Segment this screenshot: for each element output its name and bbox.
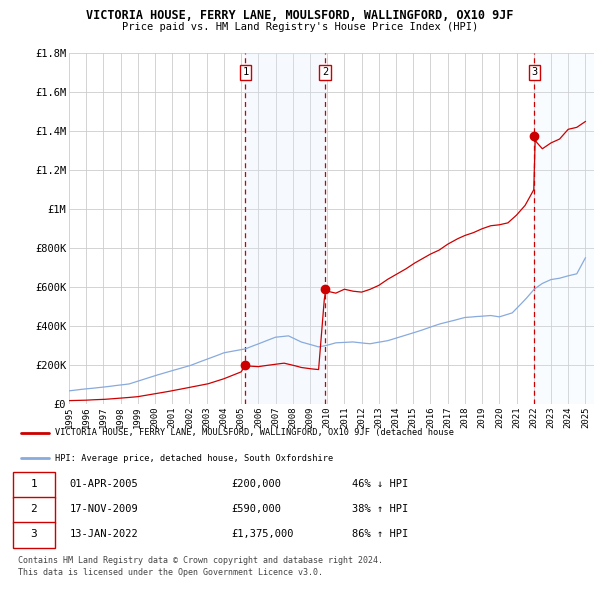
Text: 17-NOV-2009: 17-NOV-2009 xyxy=(70,504,139,514)
Text: 3: 3 xyxy=(532,67,538,77)
Text: £1,375,000: £1,375,000 xyxy=(231,529,293,539)
Text: 2: 2 xyxy=(322,67,328,77)
Text: Price paid vs. HM Land Registry's House Price Index (HPI): Price paid vs. HM Land Registry's House … xyxy=(122,22,478,32)
Bar xyxy=(245,53,325,404)
Text: VICTORIA HOUSE, FERRY LANE, MOULSFORD, WALLINGFORD, OX10 9JF: VICTORIA HOUSE, FERRY LANE, MOULSFORD, W… xyxy=(86,9,514,22)
Text: 38% ↑ HPI: 38% ↑ HPI xyxy=(352,504,408,514)
Text: £590,000: £590,000 xyxy=(231,504,281,514)
FancyBboxPatch shape xyxy=(13,497,55,523)
Text: Contains HM Land Registry data © Crown copyright and database right 2024.: Contains HM Land Registry data © Crown c… xyxy=(18,556,383,565)
Text: 1: 1 xyxy=(242,67,248,77)
Text: HPI: Average price, detached house, South Oxfordshire: HPI: Average price, detached house, Sout… xyxy=(55,454,334,463)
Text: This data is licensed under the Open Government Licence v3.0.: This data is licensed under the Open Gov… xyxy=(18,568,323,576)
FancyBboxPatch shape xyxy=(13,472,55,498)
Text: 01-APR-2005: 01-APR-2005 xyxy=(70,480,139,489)
FancyBboxPatch shape xyxy=(13,522,55,548)
Text: 46% ↓ HPI: 46% ↓ HPI xyxy=(352,480,408,489)
Text: 2: 2 xyxy=(31,504,37,514)
Text: 13-JAN-2022: 13-JAN-2022 xyxy=(70,529,139,539)
Bar xyxy=(535,53,594,404)
Text: 1: 1 xyxy=(31,480,37,489)
Text: 3: 3 xyxy=(31,529,37,539)
Text: £200,000: £200,000 xyxy=(231,480,281,489)
Text: 86% ↑ HPI: 86% ↑ HPI xyxy=(352,529,408,539)
Text: VICTORIA HOUSE, FERRY LANE, MOULSFORD, WALLINGFORD, OX10 9JF (detached house: VICTORIA HOUSE, FERRY LANE, MOULSFORD, W… xyxy=(55,428,454,437)
